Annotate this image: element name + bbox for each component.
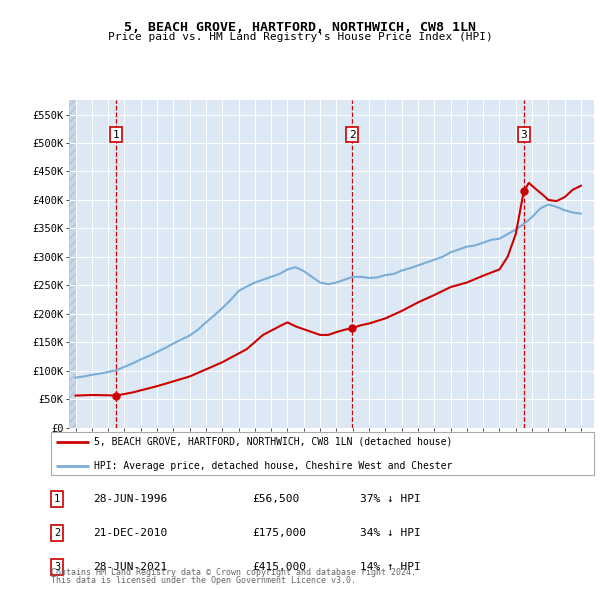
Text: 5, BEACH GROVE, HARTFORD, NORTHWICH, CW8 1LN (detached house): 5, BEACH GROVE, HARTFORD, NORTHWICH, CW8… — [94, 437, 453, 447]
Text: This data is licensed under the Open Government Licence v3.0.: This data is licensed under the Open Gov… — [51, 576, 356, 585]
Text: 14% ↑ HPI: 14% ↑ HPI — [360, 562, 421, 572]
Text: 1: 1 — [54, 494, 60, 504]
Text: £175,000: £175,000 — [252, 528, 306, 538]
Text: 28-JUN-1996: 28-JUN-1996 — [93, 494, 167, 504]
Text: 5, BEACH GROVE, HARTFORD, NORTHWICH, CW8 1LN: 5, BEACH GROVE, HARTFORD, NORTHWICH, CW8… — [124, 21, 476, 34]
Text: 3: 3 — [520, 130, 527, 140]
Text: £415,000: £415,000 — [252, 562, 306, 572]
Text: HPI: Average price, detached house, Cheshire West and Chester: HPI: Average price, detached house, Ches… — [94, 461, 453, 471]
Text: Price paid vs. HM Land Registry's House Price Index (HPI): Price paid vs. HM Land Registry's House … — [107, 32, 493, 42]
Text: 28-JUN-2021: 28-JUN-2021 — [93, 562, 167, 572]
Bar — [69, 100, 76, 428]
Text: Contains HM Land Registry data © Crown copyright and database right 2024.: Contains HM Land Registry data © Crown c… — [51, 568, 416, 577]
Text: 37% ↓ HPI: 37% ↓ HPI — [360, 494, 421, 504]
Text: 1: 1 — [113, 130, 119, 140]
Text: 3: 3 — [54, 562, 60, 572]
Text: 2: 2 — [349, 130, 356, 140]
Text: 21-DEC-2010: 21-DEC-2010 — [93, 528, 167, 538]
Text: £56,500: £56,500 — [252, 494, 299, 504]
Text: 34% ↓ HPI: 34% ↓ HPI — [360, 528, 421, 538]
Text: 2: 2 — [54, 528, 60, 538]
